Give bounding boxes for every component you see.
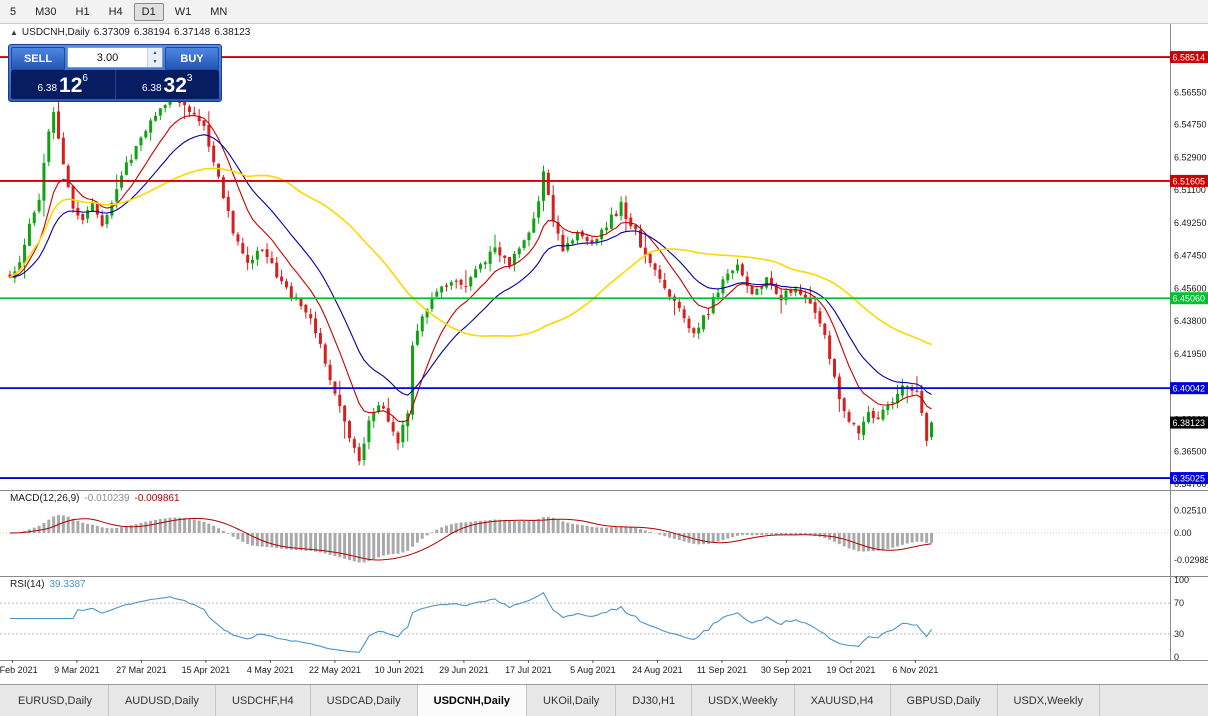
- current-price-badge-label: 6.38123: [1173, 418, 1206, 428]
- price-tick-label: 6.51100: [1174, 185, 1206, 195]
- time-axis-labels: 18 Feb 2021 9 Mar 2021 27 Mar 2021 15 Apr 2…: [0, 660, 938, 675]
- timeframe-button-m30[interactable]: M30: [35, 5, 57, 18]
- price-level-badge: [1170, 292, 1208, 305]
- volume-decrease-icon[interactable]: ▼: [148, 57, 162, 67]
- chart-tab-usdcad-daily[interactable]: USDCAD,Daily: [311, 685, 418, 716]
- price-level-badge: [1170, 472, 1208, 485]
- price-level-badge-label: 6.58514: [1173, 53, 1206, 63]
- time-tick-label: 6 Nov 2021: [892, 665, 938, 675]
- moving-average-slow[interactable]: [9, 167, 932, 346]
- rsi-axis-tick-label: 0: [1174, 652, 1179, 662]
- price-level-badge-label: 6.35025: [1173, 474, 1206, 484]
- timeframe-button-5[interactable]: 5: [10, 5, 17, 18]
- sell-button[interactable]: SELL: [11, 47, 65, 70]
- chart-tab-usdx-weekly[interactable]: USDX,Weekly: [692, 685, 795, 716]
- time-tick-label: 18 Feb 2021: [0, 665, 38, 675]
- sell-price-base: 6.38: [37, 83, 58, 94]
- price-level-badge: [1170, 51, 1208, 64]
- price-tick-label: 6.54750: [1174, 120, 1207, 130]
- chart-tab-gbpusd-daily[interactable]: GBPUSD,Daily: [891, 685, 998, 716]
- price-tick-label: 6.45600: [1174, 284, 1207, 294]
- timeframe-button-w1[interactable]: W1: [174, 5, 192, 18]
- current-price-badge: [1170, 416, 1208, 429]
- chart-tab-xauusd-h4[interactable]: XAUUSD,H4: [795, 685, 891, 716]
- price-level-badge-label: 6.40042: [1173, 384, 1206, 394]
- horizontal-levels: 6.58514 6.51605 6.45060 6.40042 6.35025: [0, 51, 1208, 485]
- time-tick-label: 9 Mar 2021: [54, 665, 100, 675]
- price-tick-label: 6.52900: [1174, 153, 1207, 163]
- rsi-axis-tick-label: 70: [1174, 598, 1184, 608]
- rsi-axis-tick-label: 100: [1174, 575, 1189, 585]
- buy-price-base: 6.38: [142, 83, 162, 94]
- time-tick-label: 24 Aug 2021: [632, 665, 683, 675]
- chart-tab-usdchf-h4[interactable]: USDCHF,H4: [216, 685, 311, 716]
- time-tick-label: 5 Aug 2021: [570, 665, 616, 675]
- chart-background: [0, 24, 1208, 684]
- timeframe-button-h4[interactable]: H4: [108, 5, 123, 18]
- macd-signal-line: [9, 518, 932, 561]
- rsi-line: [10, 591, 932, 653]
- price-level-badge-label: 6.51605: [1173, 176, 1206, 186]
- one-click-trading-collapse-icon[interactable]: ▲: [10, 28, 18, 37]
- price-axis-labels: 6.56550 6.54750 6.52900 6.51100 6.49250 6.474…: [1174, 87, 1207, 489]
- chart-tab-usdx-weekly[interactable]: USDX,Weekly: [998, 685, 1100, 716]
- timeframe-button-h1[interactable]: H1: [75, 5, 90, 18]
- chart-tab-ukoil-daily[interactable]: UKOil,Daily: [527, 685, 617, 716]
- buy-button[interactable]: BUY: [165, 47, 219, 70]
- time-tick-label: 4 May 2021: [247, 665, 294, 675]
- time-tick-label: 22 May 2021: [309, 665, 361, 675]
- price-level-badge: [1170, 174, 1208, 187]
- sell-price-sup: 6: [82, 73, 88, 84]
- price-level-badge: [1170, 382, 1208, 395]
- time-tick-label: 30 Sep 2021: [761, 665, 812, 675]
- volume-value[interactable]: 3.00: [96, 51, 119, 64]
- chart-tab-eurusd-daily[interactable]: EURUSD,Daily: [2, 685, 109, 716]
- time-tick-label: 17 Jul 2021: [505, 665, 552, 675]
- bid-ask-display: 6.38 12 6 6.38 32 3: [11, 70, 219, 99]
- time-tick-label: 29 Jun 2021: [439, 665, 489, 675]
- time-tick-label: 27 Mar 2021: [116, 665, 167, 675]
- rsi-axis-tick-label: 30: [1174, 629, 1184, 639]
- rsi-axis-labels: 100 70 30 0: [1174, 575, 1189, 662]
- macd-axis-labels: 0.02510 0.00 -0.02988: [1174, 505, 1208, 564]
- time-tick-label: 10 Jun 2021: [375, 665, 425, 675]
- moving-average-mid[interactable]: [9, 134, 932, 396]
- one-click-trading-panel: SELL 3.00 ▲ ▼ BUY 6.38 12 6 6.38 32 3: [8, 44, 222, 102]
- chart-tab-dj30-h1[interactable]: DJ30,H1: [616, 685, 693, 716]
- macd-axis-tick-label: 0.02510: [1174, 505, 1207, 515]
- chart-canvas[interactable]: 6.56550 6.54750 6.52900 6.51100 6.49250 6.474…: [0, 24, 1208, 684]
- macd-axis-tick-label: 0.00: [1174, 528, 1192, 538]
- time-tick-label: 11 Sep 2021: [697, 665, 747, 675]
- timeframe-button-d1[interactable]: D1: [133, 2, 164, 21]
- volume-increase-icon[interactable]: ▲: [148, 48, 162, 58]
- time-tick-label: 19 Oct 2021: [826, 665, 875, 675]
- price-tick-label: 6.36500: [1174, 447, 1207, 457]
- volume-spinner[interactable]: 3.00 ▲ ▼: [67, 47, 163, 68]
- price-tick-label: 6.43800: [1174, 316, 1207, 326]
- sell-price: 6.38 12 6: [11, 70, 116, 99]
- buy-price-big: 32: [163, 74, 187, 97]
- buy-price-sup: 3: [186, 73, 193, 84]
- price-tick-label: 6.49250: [1174, 218, 1207, 228]
- price-tick-label: 6.56550: [1174, 87, 1207, 97]
- time-tick-label: 15 Apr 2021: [182, 665, 231, 675]
- chart-tab-usdcnh-daily[interactable]: USDCNH,Daily: [417, 685, 528, 716]
- timeframe-toolbar: 5 M30 H1 H4 D1 W1 MN: [0, 0, 1208, 24]
- macd-axis-tick-label: -0.02988: [1174, 555, 1208, 565]
- sell-price-big: 12: [59, 74, 83, 97]
- chart-tabs-bar: EURUSD,Daily AUDUSD,Daily USDCHF,H4 USDCAD,…: [0, 684, 1208, 716]
- chart-tab-audusd-daily[interactable]: AUDUSD,Daily: [109, 685, 216, 716]
- buy-price: 6.38 32 3: [116, 70, 220, 99]
- price-level-badge-label: 6.45060: [1173, 294, 1206, 304]
- timeframe-button-mn[interactable]: MN: [210, 5, 228, 18]
- price-tick-label: 6.47450: [1174, 250, 1207, 260]
- price-tick-label: 6.41950: [1174, 349, 1207, 359]
